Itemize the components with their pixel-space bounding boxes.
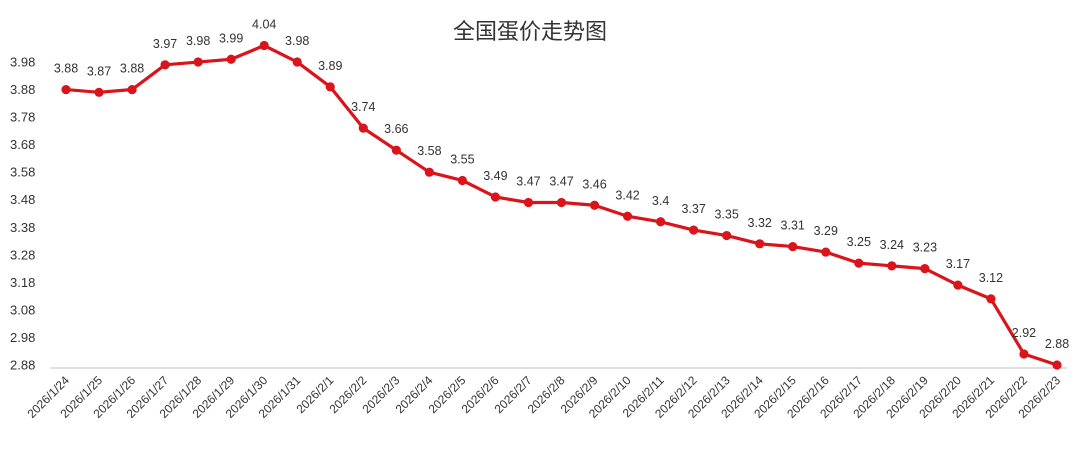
data-label: 3.88 [120,62,144,76]
data-point [722,230,732,241]
data-label: 2.92 [1012,326,1036,340]
data-point [193,57,203,67]
y-tick-label: 3.58 [10,165,35,180]
data-label: 3.98 [285,34,309,48]
data-label: 3.23 [913,241,937,255]
data-point [325,82,335,92]
y-tick-label: 3.28 [10,247,35,262]
data-point [689,225,699,235]
data-label: 3.88 [54,62,78,76]
data-point [259,40,269,51]
data-label: 3.89 [318,59,342,73]
data-label: 3.29 [814,224,838,238]
data-point [358,123,368,133]
data-point [755,239,765,249]
data-label: 3.66 [384,122,408,136]
data-point [61,84,71,95]
chart-title: 全国蛋价走势图 [453,20,607,45]
y-tick-label: 3.08 [10,302,35,317]
data-point [821,247,831,257]
data-point [127,84,137,95]
data-point [656,217,666,227]
y-tick-label: 3.78 [10,110,35,125]
data-point [1019,349,1029,359]
data-point [854,258,864,268]
data-label: 3.4 [652,194,669,208]
data-label: 3.97 [153,37,177,51]
data-point [292,57,302,67]
y-tick-label: 3.48 [10,192,35,207]
data-label: 3.58 [417,144,441,158]
data-point [986,294,996,304]
data-label: 3.32 [748,216,772,230]
data-point [160,60,170,70]
data-point [94,87,104,97]
data-label: 3.46 [582,177,606,191]
data-point [391,145,401,155]
data-point [424,167,434,177]
y-tick-label: 3.38 [10,220,35,235]
y-tick-label: 2.88 [10,358,35,373]
data-point [490,192,501,202]
data-label: 3.37 [681,202,705,216]
y-tick-label: 3.98 [10,55,35,70]
data-label: 4.04 [252,18,276,32]
data-label: 3.99 [219,31,243,45]
data-point [622,211,633,221]
data-point [788,241,798,252]
data-label: 3.49 [483,169,507,183]
data-label: 3.47 [516,175,540,189]
data-labels: 3.88 3.87 3.88 3.97 3.98 3.99 4.04 3.98 3.89 3.74… [54,18,1069,351]
data-point [226,54,236,64]
x-axis: 2026/1/242026/1/252026/1/262026/1/272026… [24,367,1067,421]
series-line [61,40,1062,370]
y-tick-label: 2.98 [10,330,35,345]
data-label: 3.42 [615,188,639,202]
data-point [887,261,897,271]
y-tick-label: 3.18 [10,275,35,290]
data-label: 3.55 [450,152,474,166]
data-label: 3.25 [847,235,871,249]
data-point [953,280,963,290]
data-label: 3.35 [714,208,738,222]
data-label: 3.74 [351,100,375,114]
data-point [457,175,467,186]
data-label: 3.17 [946,257,970,271]
data-point [523,197,534,208]
data-label: 3.87 [87,64,111,78]
data-point [1052,360,1062,370]
data-point [589,200,600,210]
data-label: 3.47 [549,175,573,189]
y-tick-label: 3.88 [10,82,35,97]
data-label: 3.12 [979,271,1003,285]
data-label: 2.88 [1045,337,1069,351]
data-label: 3.98 [186,34,210,48]
y-axis: 2.88 2.98 3.08 3.18 3.28 3.38 3.48 3.58 3.68 3.78… [10,55,35,373]
data-label: 3.24 [880,238,904,252]
data-point [920,264,930,274]
y-tick-label: 3.68 [10,137,35,152]
data-label: 3.31 [781,219,805,233]
data-point [556,197,567,208]
